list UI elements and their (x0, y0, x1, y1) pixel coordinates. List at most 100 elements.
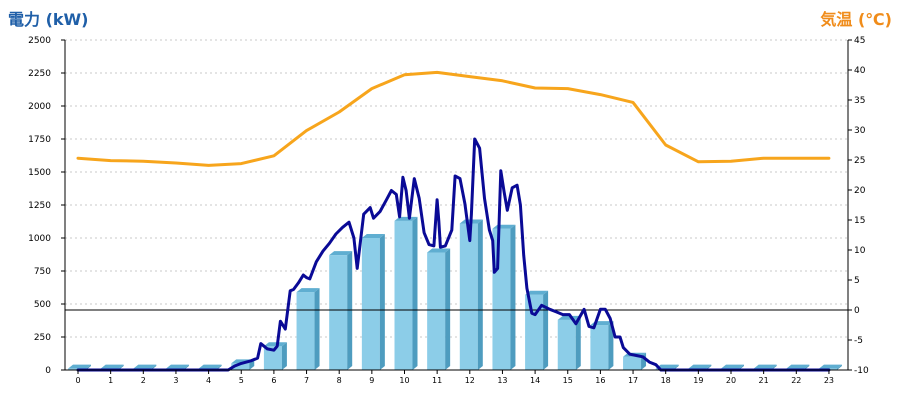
x-tick-label: 12 (465, 376, 475, 385)
right-tick-label: 40 (854, 66, 866, 76)
x-tick-label: 8 (337, 376, 342, 385)
bar (492, 224, 516, 370)
temperature-line (76, 70, 831, 167)
right-tick-label: 35 (854, 96, 865, 106)
bar-top (557, 315, 581, 320)
x-tick-label: 2 (141, 376, 146, 385)
bar (394, 216, 418, 370)
left-tick-label: 1000 (28, 234, 51, 244)
bar-top (818, 364, 842, 369)
x-tick-label: 9 (369, 376, 374, 385)
right-tick-label: -10 (854, 366, 869, 376)
bar-front (525, 294, 544, 370)
bar (329, 251, 353, 370)
right-tick-label: 15 (854, 216, 865, 226)
bar-top (198, 364, 222, 369)
bar (427, 248, 451, 370)
bar-front (263, 346, 282, 370)
x-tick-label: 15 (563, 376, 573, 385)
bar-front (427, 252, 446, 370)
bar-front (623, 356, 642, 370)
x-tick-label: 1 (108, 376, 113, 385)
bar-top (688, 364, 712, 369)
bar-side (608, 321, 614, 370)
x-tick-label: 22 (791, 376, 801, 385)
bar-top (263, 342, 287, 347)
bar-top (165, 364, 189, 369)
x-tick-label: 21 (759, 376, 769, 385)
axis-layer: 02505007501000125015001750200022502500-1… (28, 36, 869, 385)
left-tick-label: 0 (45, 366, 51, 376)
bar-top (329, 251, 353, 256)
right-tick-label: -5 (854, 336, 863, 346)
x-tick-label: 0 (75, 376, 80, 385)
bar-top (655, 364, 679, 369)
x-tick-label: 17 (628, 376, 638, 385)
x-tick-label: 19 (693, 376, 703, 385)
power-line (76, 137, 831, 372)
x-tick-label: 6 (271, 376, 276, 385)
bar-top (753, 364, 777, 369)
left-tick-label: 2500 (28, 36, 51, 46)
bar-top (296, 288, 320, 293)
right-tick-label: 5 (854, 276, 860, 286)
bar-front (329, 255, 348, 370)
left-tick-label: 1500 (28, 168, 51, 178)
bar (590, 321, 614, 370)
bar-front (459, 223, 478, 370)
bar-side (510, 224, 516, 370)
left-tick-label: 750 (34, 267, 51, 277)
bar-front (557, 319, 576, 370)
bar-side (379, 234, 385, 370)
bar-side (347, 251, 353, 370)
x-tick-label: 3 (173, 376, 178, 385)
left-tick-label: 2000 (28, 102, 51, 112)
x-tick-label: 11 (432, 376, 442, 385)
bar-side (281, 342, 287, 370)
x-tick-label: 20 (726, 376, 736, 385)
right-tick-label: 0 (854, 306, 860, 316)
bar (459, 219, 483, 370)
left-tick-label: 1750 (28, 135, 51, 145)
bar-front (361, 238, 380, 370)
line-layer (65, 70, 848, 372)
bar-front (231, 363, 250, 370)
bar-top (68, 364, 91, 369)
x-tick-label: 14 (530, 376, 540, 385)
x-tick-label: 13 (497, 376, 507, 385)
bar-side (412, 216, 418, 370)
right-tick-label: 45 (854, 36, 865, 46)
bar-side (836, 364, 842, 370)
bar-side (543, 290, 549, 370)
x-tick-label: 18 (661, 376, 671, 385)
right-tick-label: 30 (854, 126, 866, 136)
bar (263, 342, 287, 370)
bar-front (590, 325, 609, 370)
x-tick-label: 23 (824, 376, 834, 385)
bar-top (525, 290, 549, 295)
x-tick-label: 4 (206, 376, 211, 385)
bar-side (249, 359, 255, 370)
x-tick-label: 10 (399, 376, 409, 385)
bar (525, 290, 549, 370)
bar-layer (68, 216, 842, 370)
bar-top (361, 234, 385, 238)
bar-top (721, 364, 744, 369)
right-tick-label: 25 (854, 156, 865, 166)
bar-front (394, 220, 413, 370)
grid-layer (65, 39, 848, 338)
bar (296, 288, 320, 370)
bar-side (445, 248, 451, 370)
right-tick-label: 10 (854, 246, 866, 256)
bar-top (427, 248, 451, 253)
bar-side (477, 219, 483, 370)
x-tick-label: 7 (304, 376, 309, 385)
x-tick-label: 16 (595, 376, 605, 385)
bar (361, 234, 385, 370)
left-tick-label: 500 (34, 300, 51, 310)
left-tick-label: 250 (34, 333, 51, 343)
bar-front (492, 228, 511, 370)
bar-top (100, 364, 124, 369)
